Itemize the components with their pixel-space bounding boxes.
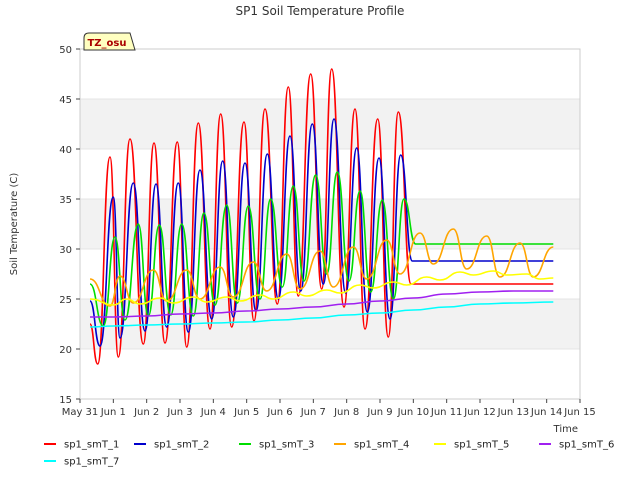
x-tick-label: Jun 8 bbox=[333, 407, 359, 418]
chart-legend: sp1_smT_1 sp1_smT_2 sp1_smT_3 sp1_smT_4 sp1_… bbox=[44, 440, 614, 468]
grid-band bbox=[80, 299, 580, 349]
x-axis-label: Time bbox=[553, 424, 578, 435]
x-tick-label: Jun 4 bbox=[200, 407, 226, 418]
series-line-sp1_smT_2 bbox=[89, 118, 554, 347]
y-tick-label: 30 bbox=[59, 245, 72, 256]
badge-shape bbox=[83, 32, 136, 51]
x-tick-label: May 31 bbox=[62, 407, 99, 418]
x-tick-label: Jun 15 bbox=[563, 407, 596, 418]
badge-label: TZ_osu bbox=[87, 38, 126, 49]
x-tick-label: Jun 14 bbox=[530, 407, 563, 418]
series-lines bbox=[89, 68, 554, 365]
y-tick-label: 15 bbox=[59, 395, 72, 406]
legend-label: sp1_smT_6 bbox=[559, 440, 614, 451]
y-tick-label: 45 bbox=[59, 95, 72, 106]
legend-label: sp1_smT_4 bbox=[354, 440, 409, 451]
legend-item-sp1_smT_4: sp1_smT_4 bbox=[334, 440, 409, 451]
grid-bands bbox=[80, 48, 580, 400]
series-line-sp1_smT_5 bbox=[89, 270, 554, 306]
site-badge: TZ_osu bbox=[83, 32, 136, 51]
x-tick-label: Jun 3 bbox=[166, 407, 192, 418]
x-tick-label: Jun 7 bbox=[300, 407, 326, 418]
legend-label: sp1_smT_5 bbox=[454, 440, 509, 451]
x-tick-label: Jun 6 bbox=[266, 407, 292, 418]
x-tick-label: Jun 12 bbox=[463, 407, 496, 418]
legend-item-sp1_smT_7: sp1_smT_7 bbox=[44, 457, 119, 468]
x-tick-label: Jun 11 bbox=[430, 407, 463, 418]
series-line-sp1_smT_6 bbox=[90, 290, 554, 318]
x-tick-label: Jun 2 bbox=[133, 407, 159, 418]
legend-item-sp1_smT_6: sp1_smT_6 bbox=[539, 440, 614, 451]
legend-item-sp1_smT_1: sp1_smT_1 bbox=[44, 440, 119, 451]
series-line-sp1_smT_7 bbox=[89, 301, 554, 328]
legend-item-sp1_smT_5: sp1_smT_5 bbox=[434, 440, 509, 451]
y-axis-ticks: 15 20 25 30 35 40 45 50 bbox=[59, 45, 80, 406]
grid-band bbox=[80, 99, 580, 149]
legend-label: sp1_smT_2 bbox=[154, 440, 209, 451]
chart-title: SP1 Soil Temperature Profile bbox=[236, 4, 405, 18]
y-tick-label: 20 bbox=[59, 345, 72, 356]
legend-label: sp1_smT_1 bbox=[64, 440, 119, 451]
x-tick-label: Jun 9 bbox=[366, 407, 392, 418]
x-tick-label: Jun 10 bbox=[397, 407, 430, 418]
legend-item-sp1_smT_2: sp1_smT_2 bbox=[134, 440, 209, 451]
legend-label: sp1_smT_3 bbox=[259, 440, 314, 451]
legend-item-sp1_smT_3: sp1_smT_3 bbox=[239, 440, 314, 451]
x-tick-label: Jun 1 bbox=[100, 407, 126, 418]
series-line-sp1_smT_1 bbox=[89, 68, 554, 365]
y-tick-label: 35 bbox=[59, 195, 72, 206]
y-tick-label: 40 bbox=[59, 145, 72, 156]
x-tick-label: Jun 13 bbox=[497, 407, 530, 418]
y-tick-label: 50 bbox=[59, 45, 72, 56]
x-axis-ticks: May 31 Jun 1 Jun 2 Jun 3 Jun 4 Jun 5 Jun 6 Jun … bbox=[62, 399, 596, 418]
plot-area-frame bbox=[79, 48, 581, 400]
x-tick-label: Jun 5 bbox=[233, 407, 259, 418]
y-tick-label: 25 bbox=[59, 295, 72, 306]
grid-band bbox=[80, 199, 580, 249]
legend-label: sp1_smT_7 bbox=[64, 457, 119, 468]
y-axis-label: Soil Temperature (C) bbox=[9, 173, 20, 276]
series-line-sp1_smT_4 bbox=[89, 228, 554, 307]
